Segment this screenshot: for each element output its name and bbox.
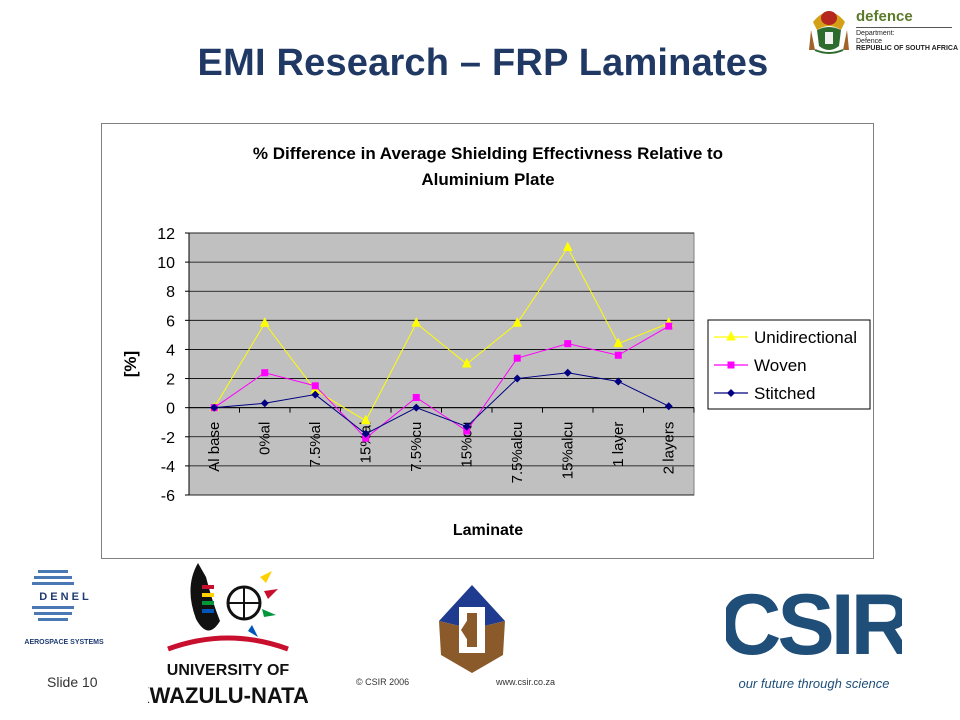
x-tick-label: 15%alcu: [560, 422, 577, 480]
csir-tagline: our future through science: [738, 676, 889, 691]
legend-label-stitched: Stitched: [754, 384, 815, 403]
series-line-woven: [213, 325, 669, 439]
data-point-unidirectional: [411, 317, 422, 327]
data-point-stitched: [260, 399, 269, 408]
defence-line-1: Department:: [856, 30, 895, 37]
y-axis-title: [%]: [121, 351, 140, 377]
data-point-woven: [513, 354, 521, 362]
x-tick-label: 15%cu: [459, 422, 476, 468]
diamond-emblem-logo: [437, 583, 507, 675]
defence-line-3: REPUBLIC OF SOUTH AFRICA: [856, 45, 959, 52]
copyright: © CSIR 2006: [356, 677, 410, 687]
line-chart: % Difference in Average Shielding Effect…: [121, 144, 871, 539]
slide-title: EMI Research – FRP Laminates: [197, 42, 769, 84]
data-point-unidirectional: [259, 317, 270, 327]
defence-subtitle: Department: Defence REPUBLIC OF SOUTH AF…: [856, 30, 958, 53]
y-tick-label: 2: [166, 372, 175, 389]
x-axis-title: Laminate: [453, 522, 523, 539]
x-tick-label: Al base: [206, 422, 223, 472]
legend-marker-woven: [727, 361, 735, 369]
y-tick-label: -2: [161, 430, 175, 447]
x-tick-label: 7.5%alcu: [509, 422, 526, 484]
data-point-stitched: [462, 422, 471, 431]
data-point-unidirectional: [512, 317, 523, 327]
data-point-stitched: [563, 368, 572, 377]
website: www.csir.co.za: [496, 677, 556, 687]
data-point-woven: [362, 434, 370, 442]
series-line-unidirectional: [213, 246, 669, 422]
legend-label-woven: Woven: [754, 356, 807, 375]
y-tick-label: 0: [166, 401, 175, 418]
y-tick-label: -4: [161, 459, 175, 476]
ukzn-line-1: UNIVERSITY OF: [167, 662, 290, 679]
chart-frame: % Difference in Average Shielding Effect…: [101, 123, 874, 559]
data-point-woven: [564, 340, 572, 348]
data-point-woven: [311, 382, 319, 390]
data-point-unidirectional: [461, 357, 472, 368]
data-point-woven: [463, 427, 471, 435]
denel-subtitle: AEROSPACE SYSTEMS: [24, 639, 104, 646]
y-tick-label: -6: [161, 488, 175, 505]
data-point-unidirectional: [562, 241, 573, 252]
denel-word: D E N E L: [39, 591, 89, 603]
slide-number: Slide 10: [47, 674, 98, 690]
y-tick-label: 12: [157, 226, 175, 243]
data-point-woven: [665, 322, 673, 330]
x-tick-label: 0%al: [257, 422, 274, 455]
x-tick-label: 7.5%al: [307, 422, 324, 468]
data-point-stitched: [361, 429, 370, 438]
legend-label-unidirectional: Unidirectional: [754, 328, 857, 347]
denel-logo: D E N E L AEROSPACE SYSTEMS: [14, 566, 114, 656]
x-tick-label: 1 layer: [610, 422, 627, 467]
data-point-woven: [412, 393, 420, 401]
data-point-unidirectional: [613, 337, 624, 348]
chart-title-line-1: % Difference in Average Shielding Effect…: [253, 144, 723, 163]
csir-logo: CSIR our future through science: [719, 568, 915, 694]
legend-marker-stitched: [727, 389, 735, 397]
plot-area: [188, 232, 695, 496]
defence-coat-of-arms-logo: [805, 0, 955, 56]
chart-title-line-2: Aluminium Plate: [421, 170, 554, 189]
data-point-stitched: [210, 403, 219, 412]
ukzn-line-2: KWAZULU-NATAL: [148, 683, 308, 708]
y-tick-label: 10: [157, 255, 175, 272]
data-point-stitched: [513, 374, 522, 383]
data-point-stitched: [614, 377, 623, 386]
y-tick-label: 8: [166, 284, 175, 301]
defence-rule: [856, 27, 952, 28]
defence-line-2: Defence: [856, 37, 883, 45]
y-tick-label: 4: [166, 342, 175, 359]
x-tick-label: 7.5%cu: [408, 422, 425, 472]
data-point-woven: [614, 351, 622, 359]
ukzn-logo: UNIVERSITY OF KWAZULU-NATAL: [134, 557, 322, 710]
defence-word: defence: [856, 8, 913, 25]
data-point-woven: [261, 369, 269, 377]
data-point-stitched: [412, 403, 421, 412]
data-point-unidirectional: [360, 414, 371, 425]
x-tick-label: 2 layers: [661, 422, 678, 475]
csir-word: CSIR: [726, 577, 902, 673]
legend-marker-unidirectional: [726, 330, 736, 341]
series-line-stitched: [214, 372, 669, 435]
x-tick-label: 15%al: [358, 422, 375, 464]
y-tick-label: 6: [166, 313, 175, 330]
data-point-stitched: [664, 402, 673, 411]
data-point-stitched: [311, 390, 320, 399]
